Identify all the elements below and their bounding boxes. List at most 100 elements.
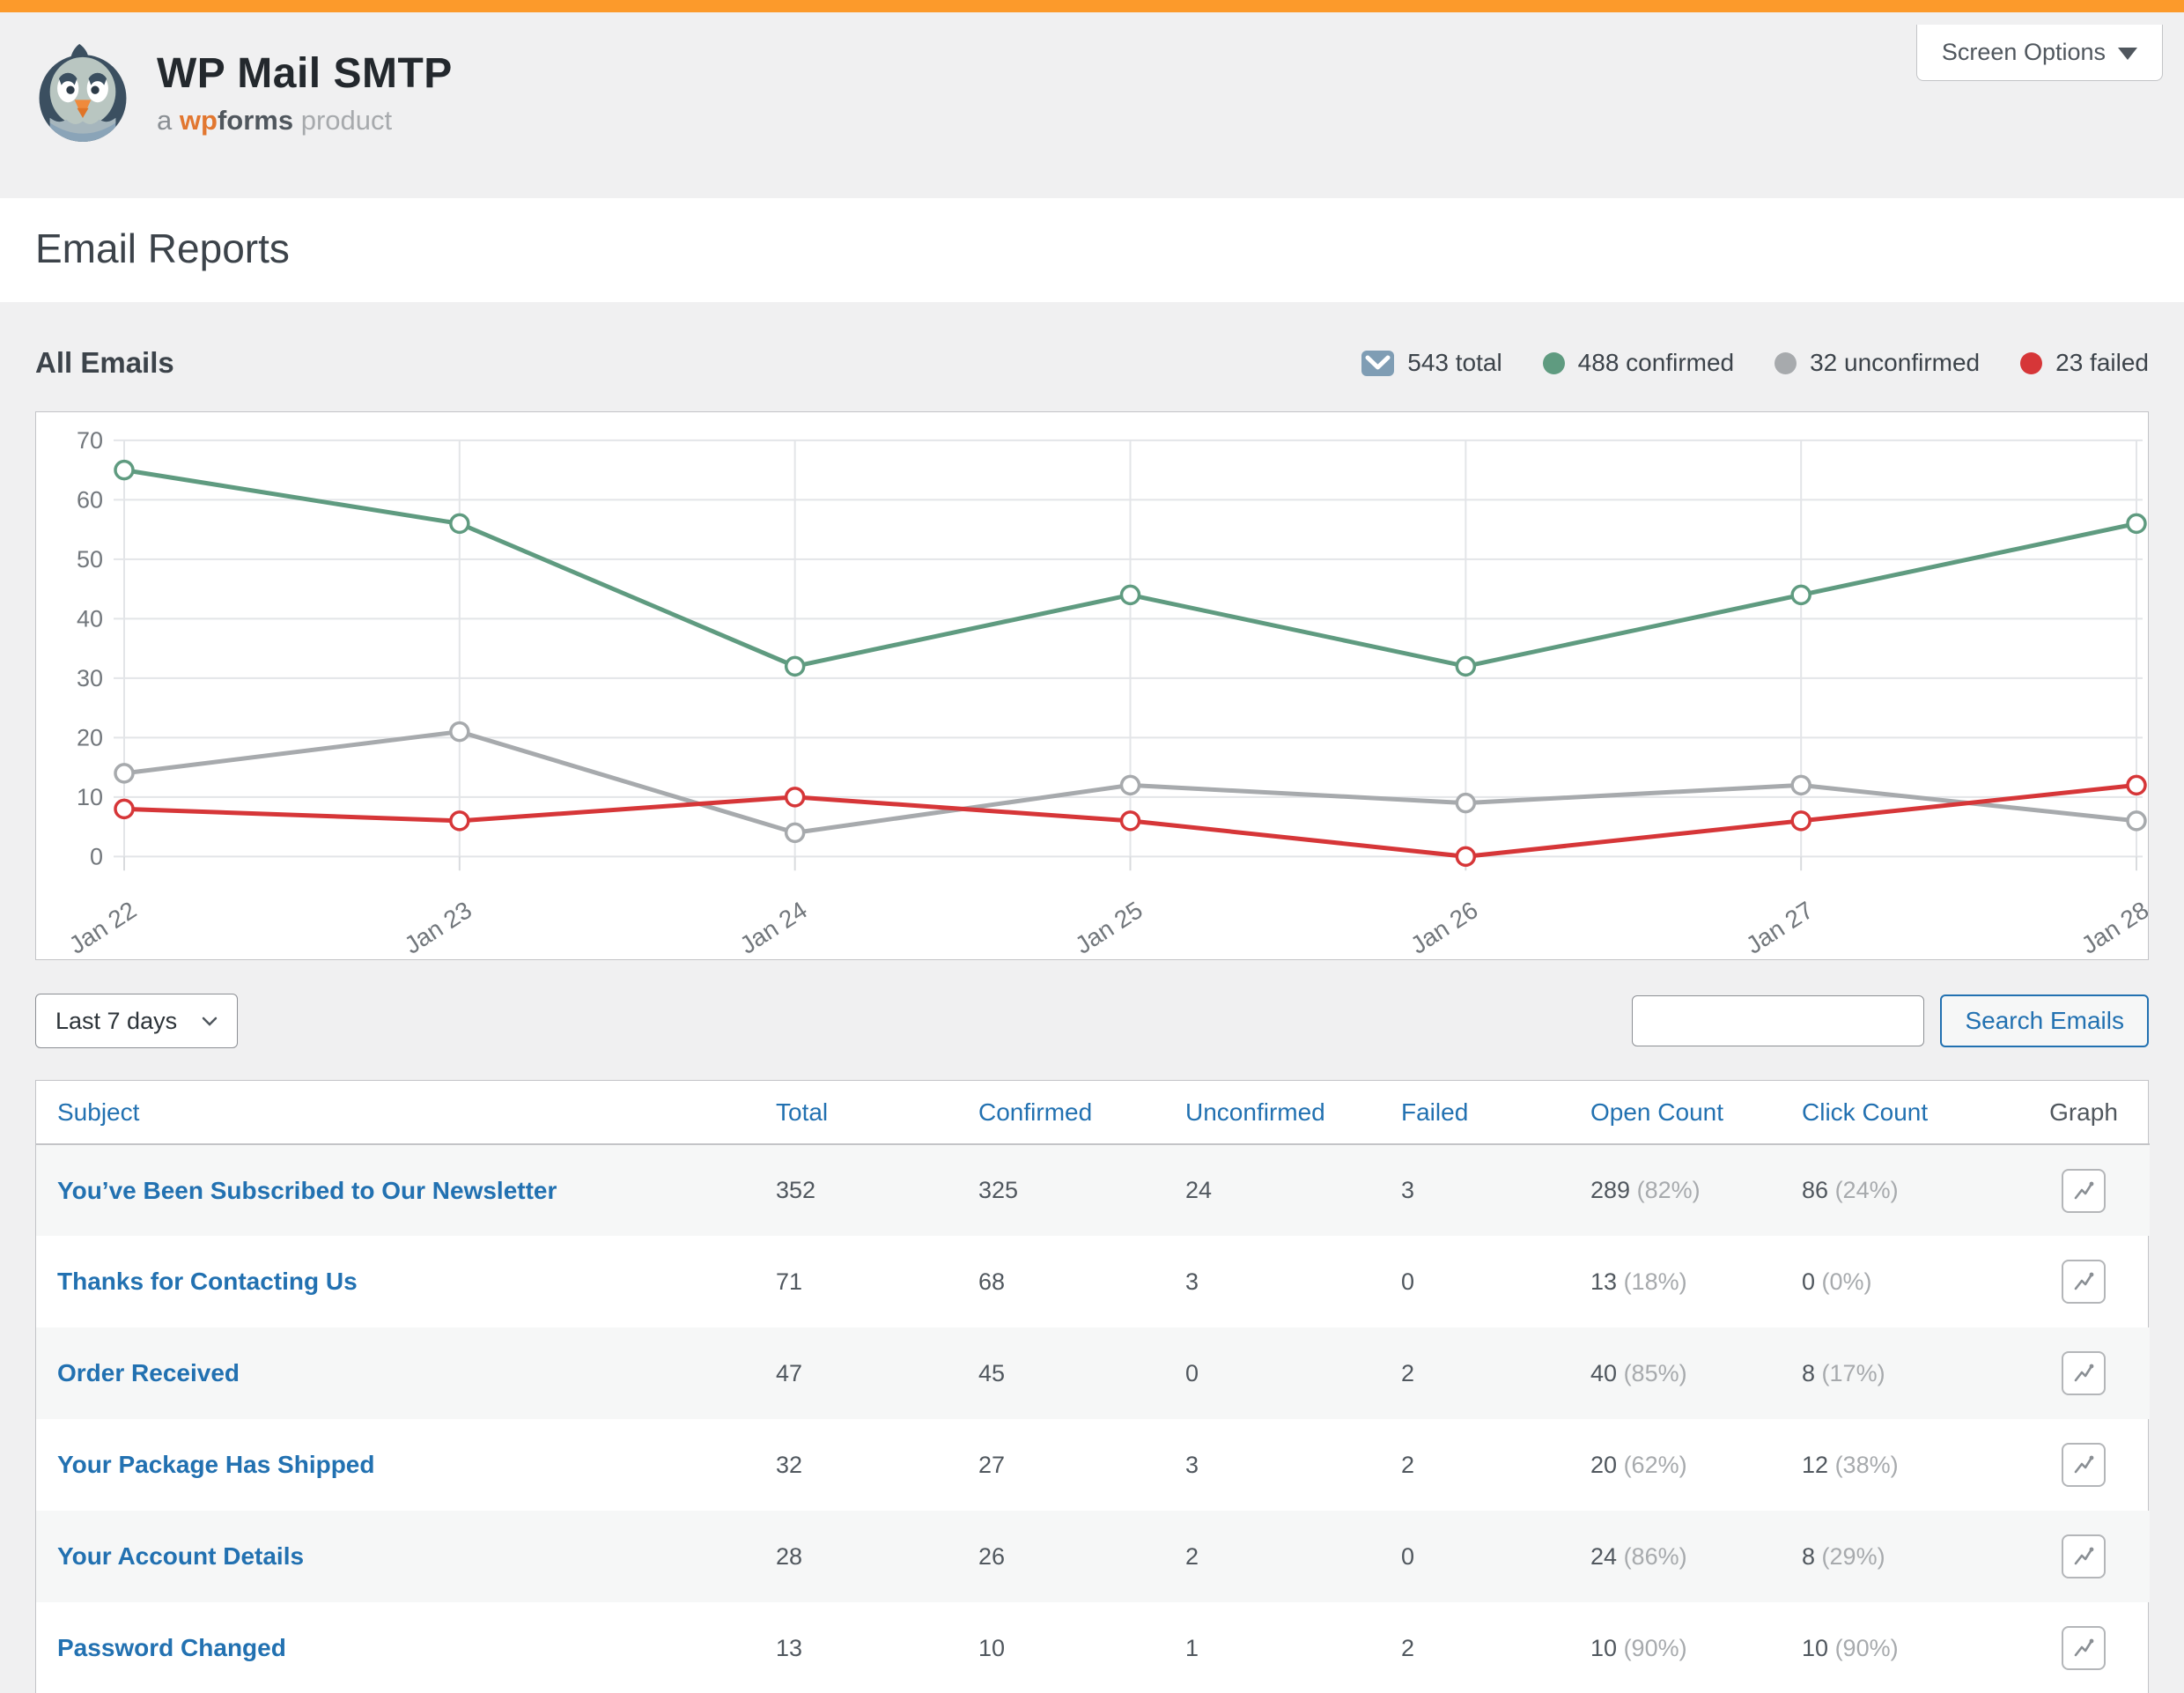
row-graph-button[interactable] bbox=[2062, 1168, 2106, 1213]
header-failed[interactable]: Failed bbox=[1392, 1081, 1582, 1145]
line-chart-icon bbox=[2074, 1547, 2094, 1565]
open-count-cell: 10 (90%) bbox=[1590, 1634, 1687, 1661]
section-header-row: All Emails 543 total 488 confirmed 32 un… bbox=[35, 346, 2149, 380]
total-cell: 352 bbox=[776, 1177, 816, 1203]
confirmed-cell: 26 bbox=[978, 1542, 1006, 1570]
date-range-select[interactable]: Last 7 days bbox=[35, 994, 239, 1048]
row-graph-button[interactable] bbox=[2062, 1260, 2106, 1304]
top-accent-bar bbox=[0, 0, 2184, 12]
screen-options-button[interactable]: Screen Options bbox=[1915, 25, 2163, 81]
failed-dot-icon bbox=[2020, 351, 2043, 374]
open-count-cell: 13 (18%) bbox=[1590, 1268, 1687, 1295]
line-chart-icon bbox=[2074, 1364, 2094, 1382]
legend-failed-label: 23 failed bbox=[2055, 349, 2149, 376]
header-click-count[interactable]: Click Count bbox=[1793, 1081, 2018, 1145]
section-title: All Emails bbox=[35, 346, 174, 379]
legend-item-total: 543 total bbox=[1361, 349, 1502, 377]
header-confirmed[interactable]: Confirmed bbox=[970, 1081, 1177, 1145]
page-title: Email Reports bbox=[35, 225, 290, 271]
site-header: WP Mail SMTP a wpforms product Screen Op… bbox=[0, 12, 2184, 198]
confirmed-cell: 45 bbox=[978, 1359, 1006, 1386]
click-count-cell: 8 (29%) bbox=[1802, 1542, 1885, 1570]
confirmed-dot-icon bbox=[1542, 351, 1565, 374]
table-controls-row: Last 7 days Search Emails bbox=[35, 994, 2149, 1048]
email-reports-table: Subject Total Confirmed Unconfirmed Fail… bbox=[36, 1081, 2150, 1693]
svg-text:Jan 22: Jan 22 bbox=[64, 896, 141, 959]
unconfirmed-cell: 3 bbox=[1185, 1451, 1199, 1478]
table-header-row: Subject Total Confirmed Unconfirmed Fail… bbox=[36, 1081, 2150, 1145]
confirmed-cell: 68 bbox=[978, 1268, 1006, 1295]
line-chart-icon bbox=[2074, 1181, 2094, 1199]
total-cell: 13 bbox=[776, 1634, 803, 1661]
unconfirmed-dot-icon bbox=[1774, 351, 1797, 374]
chart-legend: 543 total 488 confirmed 32 unconfirmed 2… bbox=[1361, 349, 2149, 377]
svg-text:40: 40 bbox=[77, 605, 103, 632]
table-row: Your Account Details 28 26 2 0 24 (86%) … bbox=[36, 1511, 2150, 1602]
failed-cell: 2 bbox=[1401, 1359, 1415, 1386]
search-emails-button[interactable]: Search Emails bbox=[1940, 994, 2149, 1047]
table-row: Order Received 47 45 0 2 40 (85%) 8 (17%… bbox=[36, 1327, 2150, 1419]
unconfirmed-cell: 24 bbox=[1185, 1177, 1213, 1203]
subject-link[interactable]: Thanks for Contacting Us bbox=[57, 1268, 358, 1295]
click-count-cell: 12 (38%) bbox=[1802, 1451, 1899, 1478]
header-total[interactable]: Total bbox=[767, 1081, 970, 1145]
header-subject[interactable]: Subject bbox=[36, 1081, 767, 1145]
tagline-a: a bbox=[157, 104, 173, 136]
svg-text:Jan 27: Jan 27 bbox=[1741, 896, 1818, 959]
header-unconfirmed[interactable]: Unconfirmed bbox=[1177, 1081, 1392, 1145]
table-row: Password Changed 13 10 1 2 10 (90%) 10 (… bbox=[36, 1602, 2150, 1693]
total-cell: 71 bbox=[776, 1268, 803, 1295]
subject-link[interactable]: Your Account Details bbox=[57, 1542, 305, 1570]
row-graph-button[interactable] bbox=[2062, 1626, 2106, 1670]
brand-text: WP Mail SMTP a wpforms product bbox=[157, 49, 453, 137]
svg-text:70: 70 bbox=[77, 427, 103, 454]
legend-confirmed-label: 488 confirmed bbox=[1577, 349, 1735, 376]
header-open-count[interactable]: Open Count bbox=[1582, 1081, 1793, 1145]
line-chart-icon bbox=[2074, 1638, 2094, 1657]
envelope-icon bbox=[1361, 350, 1395, 376]
row-graph-button[interactable] bbox=[2062, 1443, 2106, 1487]
failed-cell: 2 bbox=[1401, 1451, 1415, 1478]
subject-link[interactable]: Password Changed bbox=[57, 1634, 286, 1661]
failed-cell: 3 bbox=[1401, 1177, 1415, 1203]
confirmed-cell: 325 bbox=[978, 1177, 1019, 1203]
svg-text:20: 20 bbox=[77, 724, 103, 750]
open-count-cell: 289 (82%) bbox=[1590, 1177, 1701, 1203]
total-cell: 28 bbox=[776, 1542, 803, 1570]
caret-down-icon bbox=[2118, 48, 2137, 60]
total-cell: 47 bbox=[776, 1359, 803, 1386]
svg-text:Jan 23: Jan 23 bbox=[400, 896, 476, 959]
row-graph-button[interactable] bbox=[2062, 1351, 2106, 1395]
screen-options-label: Screen Options bbox=[1941, 39, 2106, 65]
subject-link[interactable]: Your Package Has Shipped bbox=[57, 1451, 375, 1478]
line-chart-icon bbox=[2074, 1272, 2094, 1290]
subject-link[interactable]: Order Received bbox=[57, 1359, 240, 1386]
open-count-cell: 24 (86%) bbox=[1590, 1542, 1687, 1570]
open-count-cell: 40 (85%) bbox=[1590, 1359, 1687, 1386]
line-chart-icon bbox=[2074, 1455, 2094, 1474]
failed-cell: 0 bbox=[1401, 1268, 1415, 1295]
legend-total-label: 543 total bbox=[1407, 349, 1502, 376]
app-title: WP Mail SMTP bbox=[157, 49, 453, 97]
legend-item-unconfirmed: 32 unconfirmed bbox=[1774, 349, 1980, 377]
total-cell: 32 bbox=[776, 1451, 803, 1478]
svg-text:Jan 25: Jan 25 bbox=[1070, 896, 1147, 959]
header-graph: Graph bbox=[2018, 1081, 2150, 1145]
subject-link[interactable]: You’ve Been Subscribed to Our Newsletter bbox=[57, 1176, 557, 1204]
failed-cell: 0 bbox=[1401, 1542, 1415, 1570]
svg-text:50: 50 bbox=[77, 546, 103, 573]
table-row: Your Package Has Shipped 32 27 3 2 20 (6… bbox=[36, 1419, 2150, 1511]
search-input[interactable] bbox=[1632, 995, 1925, 1046]
svg-text:30: 30 bbox=[77, 665, 103, 691]
tagline-product: product bbox=[300, 104, 393, 136]
open-count-cell: 20 (62%) bbox=[1590, 1451, 1687, 1478]
legend-item-confirmed: 488 confirmed bbox=[1542, 349, 1735, 377]
tagline-wp: wp bbox=[179, 104, 218, 136]
emails-line-chart: 0 10 20 30 40 50 60 70 Jan 22 Jan 23 Jan 24 Jan 25 J… bbox=[64, 427, 2148, 959]
row-graph-button[interactable] bbox=[2062, 1534, 2106, 1578]
tagline-forms: forms bbox=[217, 104, 294, 136]
table-row: You’ve Been Subscribed to Our Newsletter… bbox=[36, 1144, 2150, 1236]
legend-item-failed: 23 failed bbox=[2020, 349, 2149, 377]
table-row: Thanks for Contacting Us 71 68 3 0 13 (1… bbox=[36, 1236, 2150, 1327]
svg-text:10: 10 bbox=[77, 784, 103, 810]
